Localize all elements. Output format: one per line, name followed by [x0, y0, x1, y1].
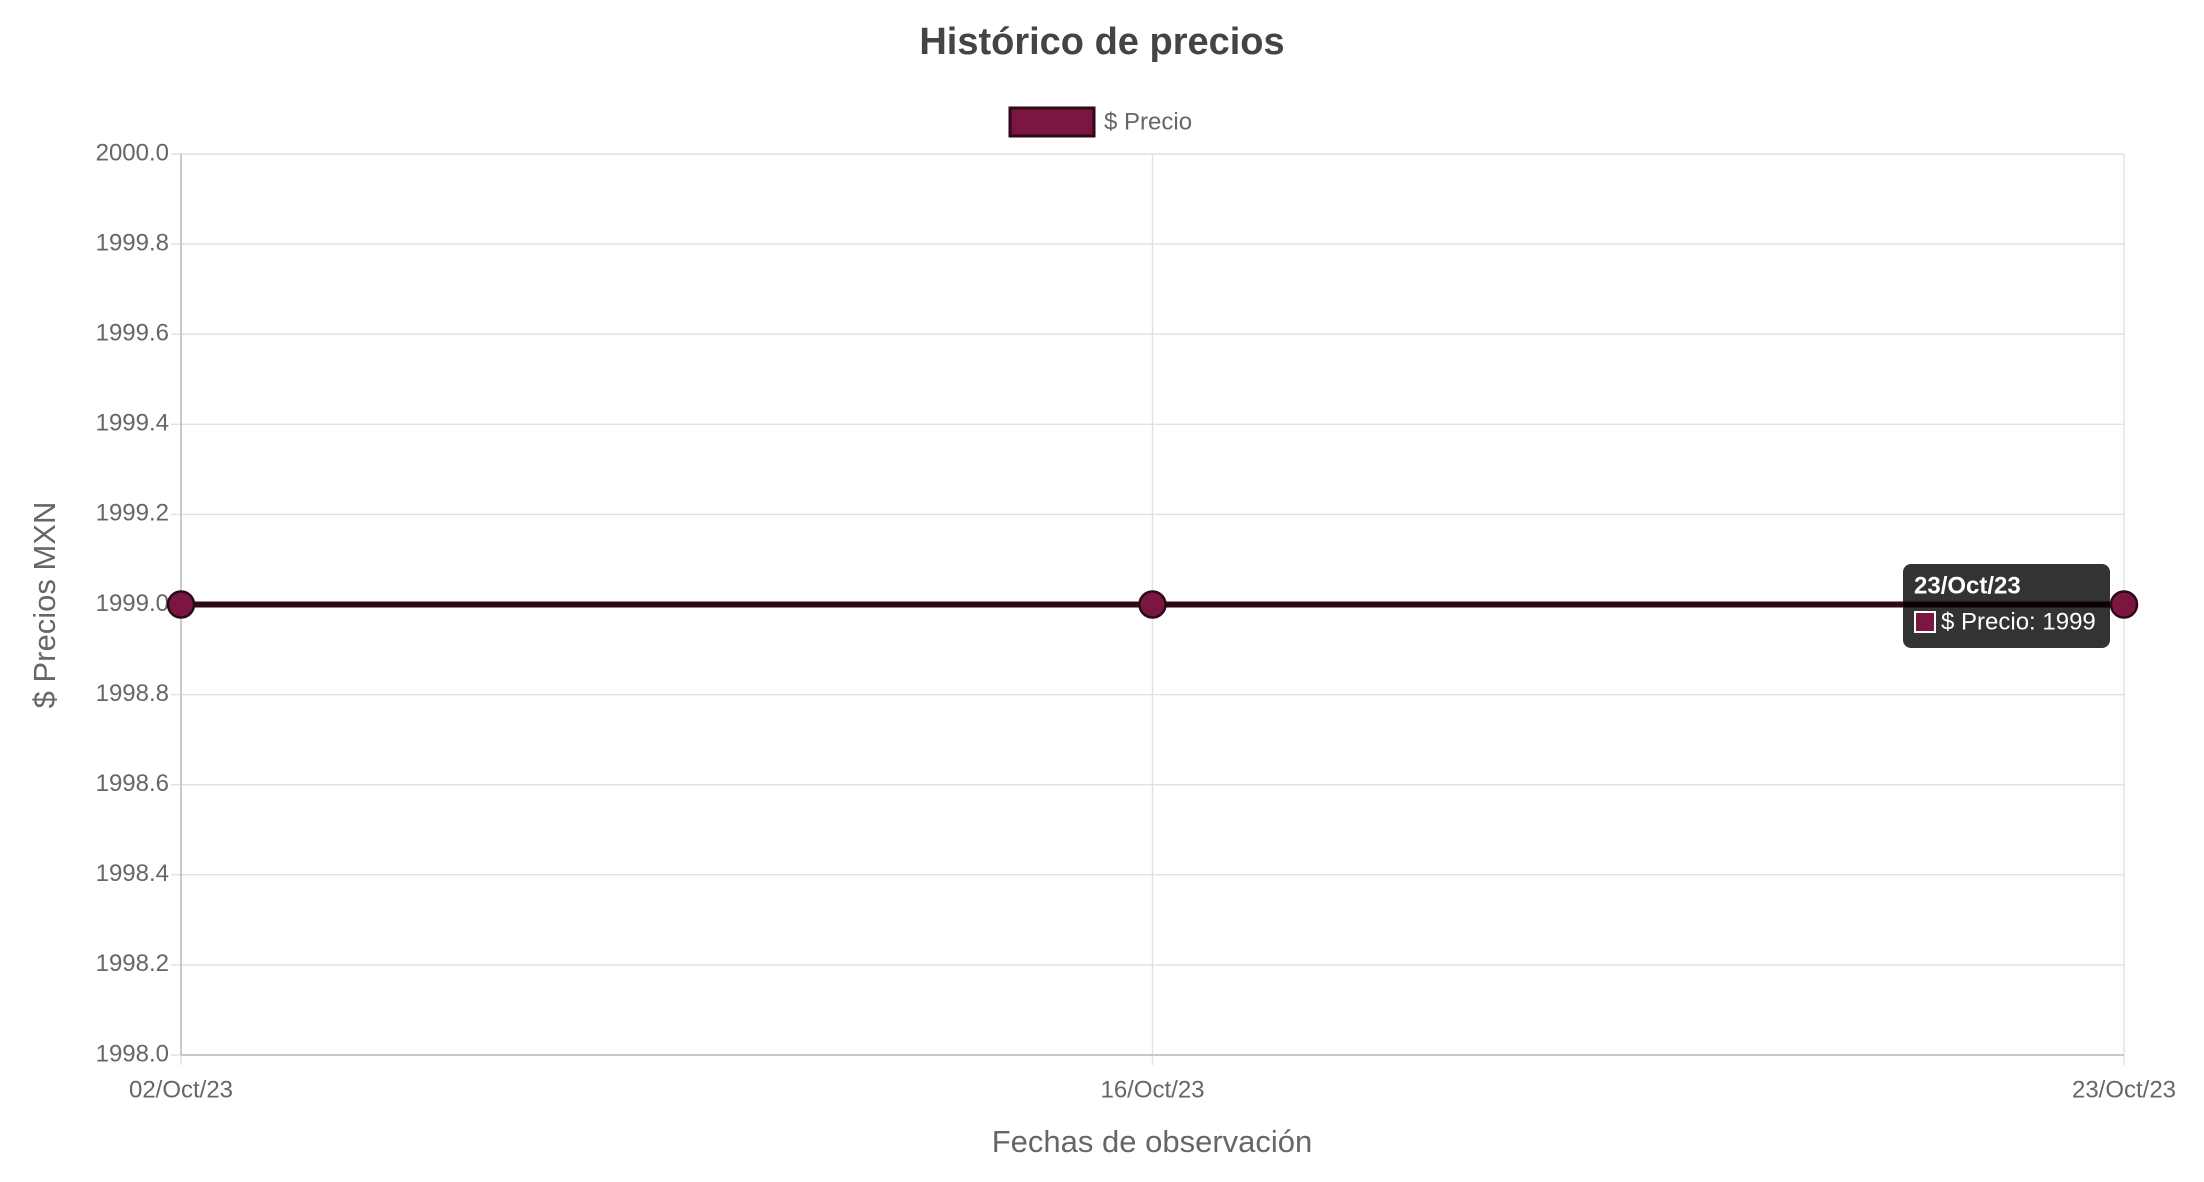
y-tick-label: 1999.0 [96, 590, 169, 617]
tooltip-title: 23/Oct/23 [1914, 572, 2021, 599]
data-point [1138, 590, 1167, 619]
y-tick-label: 1999.8 [96, 229, 169, 256]
y-tick-label: 1998.2 [96, 950, 169, 977]
x-tick-label: 23/Oct/23 [2072, 1076, 2176, 1103]
y-tick-label: 1998.6 [96, 770, 169, 797]
y-tick-label: 1998.8 [96, 680, 169, 707]
x-tick-label: 16/Oct/23 [1100, 1076, 1204, 1103]
x-tick-label: 02/Oct/23 [129, 1076, 233, 1103]
legend-label: $ Precio [1104, 108, 1192, 135]
tooltip: 23/Oct/23 $ Precio: 1999 [1903, 564, 2110, 648]
y-tick-label: 1998.4 [96, 860, 169, 887]
tooltip-swatch [1914, 611, 1936, 633]
y-tick-label: 2000.0 [96, 139, 169, 166]
y-tick-label: 1999.6 [96, 320, 169, 347]
y-tick-label: 1998.0 [96, 1040, 169, 1067]
y-tick-label: 1999.4 [96, 410, 169, 437]
y-tick-label: 1999.2 [96, 500, 169, 527]
data-point [2109, 590, 2139, 619]
tooltip-body: $ Precio: 1999 [1941, 608, 2096, 635]
tooltip-box [1903, 564, 2110, 648]
legend-swatch [1008, 106, 1096, 138]
x-axis-title: Fechas de observación [992, 1124, 1313, 1159]
data-point [166, 590, 196, 619]
y-axis-title: $ Precios MXN [27, 502, 62, 709]
chart-title: Histórico de precios [919, 21, 1284, 63]
